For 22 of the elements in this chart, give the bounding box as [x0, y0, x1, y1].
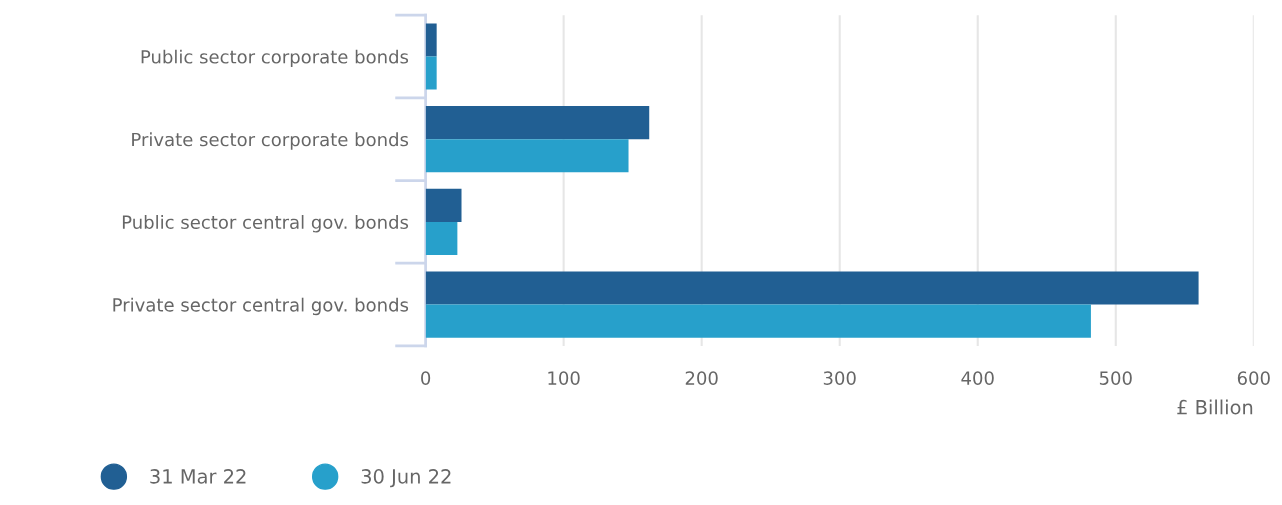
bar	[425, 271, 1199, 305]
bar	[425, 23, 437, 57]
bar	[425, 56, 437, 90]
bar	[425, 139, 629, 173]
y-tick-label: Public sector central gov. bonds	[122, 215, 409, 233]
y-tick-label: Private sector corporate bonds	[132, 132, 409, 150]
bar	[425, 106, 650, 140]
x-axis-title: £ Billion	[1177, 399, 1253, 415]
legend-label: 31 Mar 22	[150, 469, 246, 484]
x-tick-label: 200	[685, 371, 718, 385]
x-tick-label: 400	[961, 371, 994, 385]
bar	[425, 188, 462, 222]
x-tick-label: 300	[823, 371, 856, 385]
y-tick-label: Private sector central gov. bonds	[113, 297, 409, 316]
x-tick-label: 0	[421, 371, 431, 385]
x-tick-label: 500	[1099, 371, 1132, 385]
x-tick-label: 100	[548, 371, 580, 385]
bar	[425, 304, 1091, 338]
x-tick-label: 600	[1237, 371, 1270, 385]
legend-label: 30 Jun 22	[361, 469, 451, 488]
bar	[425, 221, 458, 255]
y-tick-label: Public sector corporate bonds	[141, 49, 409, 68]
